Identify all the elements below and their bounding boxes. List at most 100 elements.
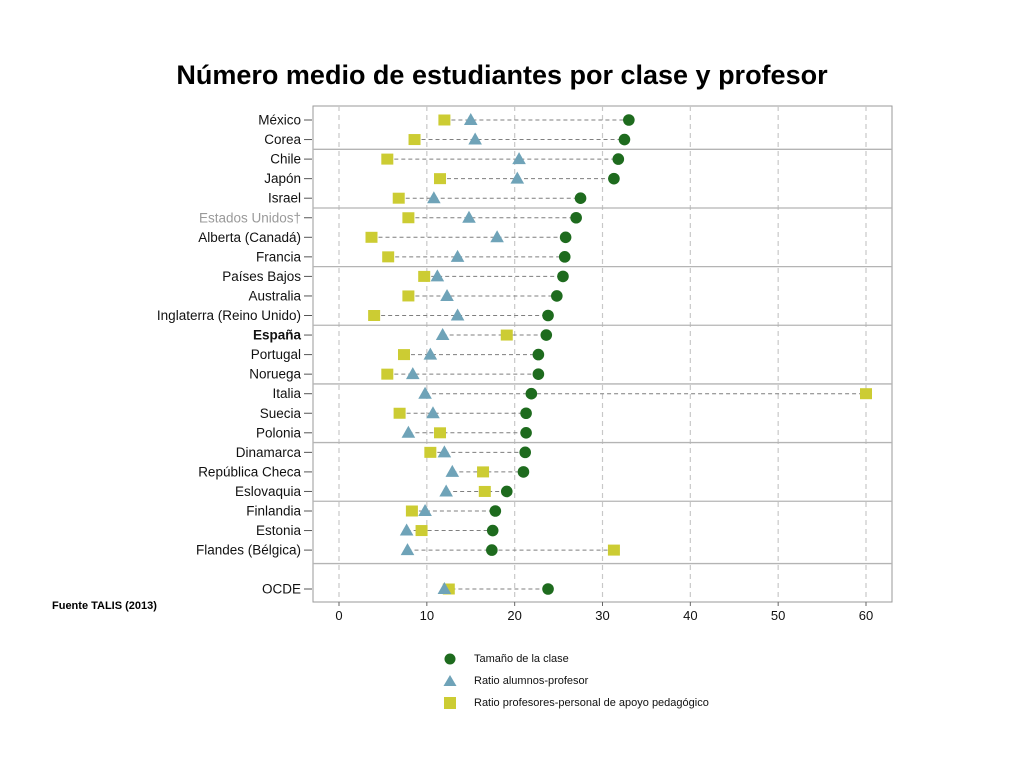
ratio-marker-estados-unidos bbox=[462, 210, 476, 223]
y-label-finlandia: Finlandia bbox=[246, 504, 301, 519]
class-size-marker-finlandia bbox=[489, 505, 502, 517]
ratio-marker-israel bbox=[427, 191, 441, 204]
class-size-marker-australia bbox=[551, 290, 563, 302]
ratio-marker-finlandia bbox=[418, 504, 432, 516]
class-size-marker-portugal bbox=[532, 348, 545, 361]
class-size-marker-israel bbox=[574, 192, 587, 204]
x-tick-label-60: 60 bbox=[859, 608, 873, 623]
ratio-marker-corea bbox=[468, 132, 482, 145]
ratio-marker-ocde bbox=[437, 582, 452, 594]
x-tick-label-20: 20 bbox=[507, 608, 521, 623]
support-marker-finlandia bbox=[405, 505, 418, 517]
support-marker-italia bbox=[860, 388, 872, 400]
support-marker-suecia bbox=[393, 407, 406, 419]
legend-label-support-staff: Ratio profesores-personal de apoyo pedag… bbox=[474, 697, 709, 709]
ratio-marker-dinamarca bbox=[437, 445, 452, 458]
ratio-marker-chile bbox=[512, 152, 526, 165]
dot-plot-chart: 0 10 20 30 40 50 60 México Corea Chile Japón Israel… bbox=[157, 105, 893, 623]
x-tick-label-30: 30 bbox=[595, 608, 609, 623]
x-tick-label-40: 40 bbox=[683, 608, 697, 623]
support-marker-mexico bbox=[438, 114, 451, 126]
y-label-estonia: Estonia bbox=[256, 523, 302, 538]
class-size-marker-estonia bbox=[486, 524, 499, 537]
ratio-marker-portugal bbox=[423, 347, 438, 360]
ratio-marker-espana bbox=[435, 328, 450, 341]
support-marker-paises-bajos bbox=[418, 270, 431, 282]
class-size-marker-italia bbox=[525, 387, 538, 400]
class-size-marker-flandes-belgica bbox=[486, 544, 498, 556]
class-size-marker-suecia bbox=[520, 407, 532, 420]
y-label-corea: Corea bbox=[264, 132, 301, 147]
y-label-flandes-belgica: Flandes (Bélgica) bbox=[196, 543, 301, 558]
class-size-marker-alberta-canada bbox=[559, 231, 572, 244]
ratio-marker-polonia bbox=[401, 425, 416, 438]
y-label-republica-checa: República Checa bbox=[198, 464, 301, 479]
y-label-israel: Israel bbox=[268, 191, 301, 206]
ratio-marker-paises-bajos bbox=[430, 269, 445, 282]
y-label-polonia: Polonia bbox=[256, 425, 302, 440]
y-label-chile: Chile bbox=[270, 152, 301, 167]
page-title: Número medio de estudiantes por clase y … bbox=[176, 60, 828, 90]
ratio-marker-noruega bbox=[405, 367, 420, 380]
ratio-marker-suecia bbox=[426, 406, 440, 419]
ratio-marker-estonia bbox=[399, 523, 414, 536]
ratio-marker-italia bbox=[418, 386, 432, 399]
class-size-marker-corea bbox=[618, 133, 631, 146]
support-marker-israel bbox=[392, 192, 405, 204]
ratio-marker-inglaterra-reino-unido bbox=[450, 308, 465, 321]
class-size-marker-japon bbox=[608, 172, 620, 185]
class-size-marker-estados-unidos bbox=[570, 211, 582, 224]
support-marker-eslovaquia bbox=[478, 485, 491, 497]
y-label-alberta-canada: Alberta (Canadá) bbox=[198, 230, 301, 245]
y-label-paises-bajos: Países Bajos bbox=[222, 269, 301, 284]
class-size-marker-republica-checa bbox=[517, 466, 530, 478]
y-label-espana: España bbox=[253, 328, 302, 343]
class-size-marker-noruega bbox=[532, 368, 545, 380]
y-label-noruega: Noruega bbox=[249, 367, 301, 382]
support-marker-francia bbox=[382, 251, 395, 263]
ratio-marker-japon bbox=[510, 171, 525, 184]
support-marker-republica-checa bbox=[477, 466, 490, 478]
legend-label-class-size: Tamaño de la clase bbox=[474, 653, 569, 665]
y-label-dinamarca: Dinamarca bbox=[236, 445, 302, 460]
support-marker-polonia bbox=[434, 427, 447, 439]
class-size-marker-espana bbox=[540, 329, 553, 341]
y-label-francia: Francia bbox=[256, 249, 302, 264]
y-label-australia: Australia bbox=[248, 288, 301, 303]
support-marker-alberta-canada bbox=[365, 231, 378, 243]
y-label-eslovaquia: Eslovaquia bbox=[235, 484, 302, 499]
class-size-marker-eslovaquia bbox=[500, 485, 513, 498]
support-marker-australia bbox=[402, 290, 415, 302]
class-size-marker-chile bbox=[612, 153, 625, 165]
circle-marker-icon bbox=[444, 653, 456, 665]
square-marker-icon bbox=[444, 697, 456, 709]
y-label-estados-unidos: Estados Unidos† bbox=[199, 210, 301, 225]
y-label-italia: Italia bbox=[272, 386, 301, 401]
ratio-marker-mexico bbox=[463, 113, 478, 125]
support-marker-noruega bbox=[381, 368, 394, 380]
support-marker-chile bbox=[381, 153, 394, 165]
support-marker-estonia bbox=[415, 525, 428, 537]
y-label-mexico: México bbox=[258, 113, 301, 128]
y-label-japon: Japón bbox=[264, 171, 301, 186]
y-label-ocde: OCDE bbox=[262, 582, 301, 597]
y-label-portugal: Portugal bbox=[251, 347, 301, 362]
x-tick-label-0: 0 bbox=[335, 608, 342, 623]
class-size-marker-polonia bbox=[520, 427, 532, 439]
y-label-inglaterra-reino-unido: Inglaterra (Reino Unido) bbox=[157, 308, 301, 323]
support-marker-ocde bbox=[442, 583, 455, 595]
ratio-marker-eslovaquia bbox=[439, 484, 453, 497]
source-note: Fuente TALIS (2013) bbox=[52, 600, 157, 612]
class-size-marker-dinamarca bbox=[519, 446, 532, 459]
ratio-marker-alberta-canada bbox=[490, 230, 504, 243]
ratio-marker-francia bbox=[450, 249, 465, 262]
support-marker-corea bbox=[408, 134, 421, 146]
x-tick-label-10: 10 bbox=[420, 608, 434, 623]
support-marker-japon bbox=[434, 173, 447, 185]
support-marker-flandes-belgica bbox=[607, 544, 620, 556]
class-size-marker-inglaterra-reino-unido bbox=[542, 309, 554, 322]
class-size-marker-francia bbox=[558, 251, 571, 263]
class-size-marker-ocde bbox=[542, 583, 554, 595]
legend-label-student-teacher: Ratio alumnos-profesor bbox=[474, 675, 589, 687]
support-marker-estados-unidos bbox=[402, 212, 415, 224]
